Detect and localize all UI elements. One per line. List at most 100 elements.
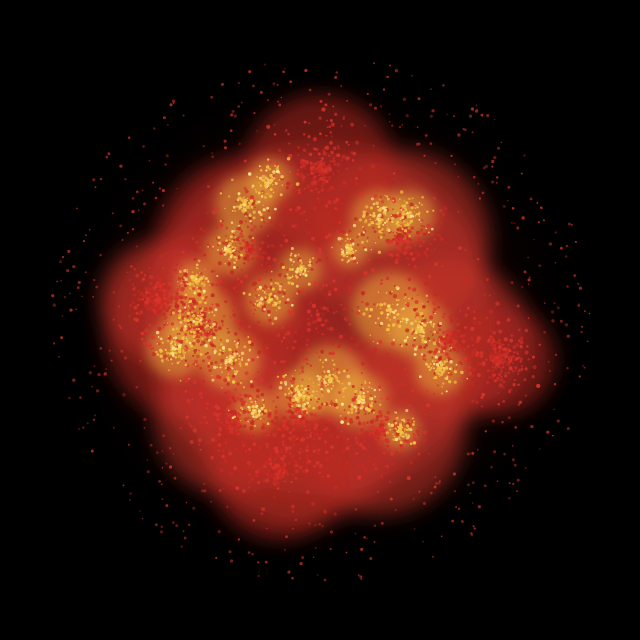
red-particle [199,227,203,231]
halo-particle [327,92,331,96]
halo-particle [318,523,321,526]
red-particle [484,317,488,321]
spark-particle [200,309,203,312]
red-particle [311,236,315,241]
spark-particle [441,385,443,388]
spark-particle [405,321,408,324]
spark-particle [396,313,399,316]
spark-particle [249,380,253,383]
halo-particle [203,483,205,485]
spark-particle [174,355,178,359]
red-particle [266,124,271,129]
red-particle [273,374,275,376]
red-particle [167,285,171,290]
spark-particle [411,423,415,427]
spark-particle [272,191,275,194]
red-particle [495,368,498,371]
halo-particle [161,189,165,193]
red-particle [506,318,511,322]
red-particle [294,476,298,480]
spark-particle [432,325,435,328]
spark-particle [270,181,273,184]
red-particle [313,281,318,286]
red-particle [250,283,253,286]
halo-particle [577,304,581,307]
spark-particle [240,358,244,361]
red-particle [307,143,310,146]
red-particle [151,352,156,357]
halo-particle [61,255,65,259]
spark-particle [248,204,252,207]
halo-particle [477,182,480,186]
red-particle [417,433,420,436]
spark-particle [362,398,366,402]
spark-particle [411,197,414,200]
spark-particle [211,374,213,377]
spark-particle [345,243,350,248]
red-particle [178,332,181,335]
spark-particle [398,428,402,432]
red-particle [379,282,383,285]
red-particle [426,300,430,303]
red-particle [512,355,515,359]
red-particle [274,412,278,416]
red-particle [259,453,264,458]
red-particle [305,433,308,436]
red-particle [464,326,467,329]
red-particle [520,365,523,368]
red-particle [394,258,398,262]
red-particle [425,403,431,408]
red-particle [204,338,207,341]
halo-particle [223,488,225,490]
red-particle [198,443,201,446]
spark-particle [433,367,435,370]
spark-particle [244,215,247,218]
red-particle [326,327,330,331]
spark-particle [367,223,371,227]
spark-particle [427,231,430,234]
red-particle [401,383,403,385]
spark-particle [260,412,264,416]
halo-particle [468,114,473,118]
red-particle [263,426,266,429]
red-particle [297,154,300,156]
red-particle [338,221,341,225]
halo-particle [77,428,80,430]
red-particle [290,311,295,316]
red-particle [324,450,329,455]
red-particle [509,357,512,360]
red-particle [414,300,419,304]
red-particle [249,416,252,419]
red-particle [145,307,150,311]
spark-particle [416,323,421,327]
spark-particle [296,399,301,404]
red-particle [420,231,423,234]
spark-particle [378,230,382,234]
red-particle [392,238,395,241]
red-particle [380,440,383,443]
spark-particle [282,375,286,378]
red-particle [246,225,250,228]
spark-particle [265,165,270,169]
spark-particle [368,314,372,318]
red-particle [139,310,144,315]
halo-particle [237,538,241,541]
spark-particle [192,320,196,323]
halo-particle [75,308,78,311]
red-particle [479,353,484,359]
red-particle [294,208,299,213]
red-particle [468,338,470,341]
red-particle [425,345,428,348]
red-particle [352,259,356,263]
spark-particle [247,420,249,423]
red-particle [254,324,259,329]
red-particle [531,355,536,359]
red-particle [355,415,360,420]
red-particle [439,221,443,224]
red-particle [159,290,163,294]
halo-particle [434,161,437,165]
red-particle [373,427,376,430]
spark-particle [341,388,345,391]
red-particle [221,241,226,245]
halo-particle [472,175,476,179]
